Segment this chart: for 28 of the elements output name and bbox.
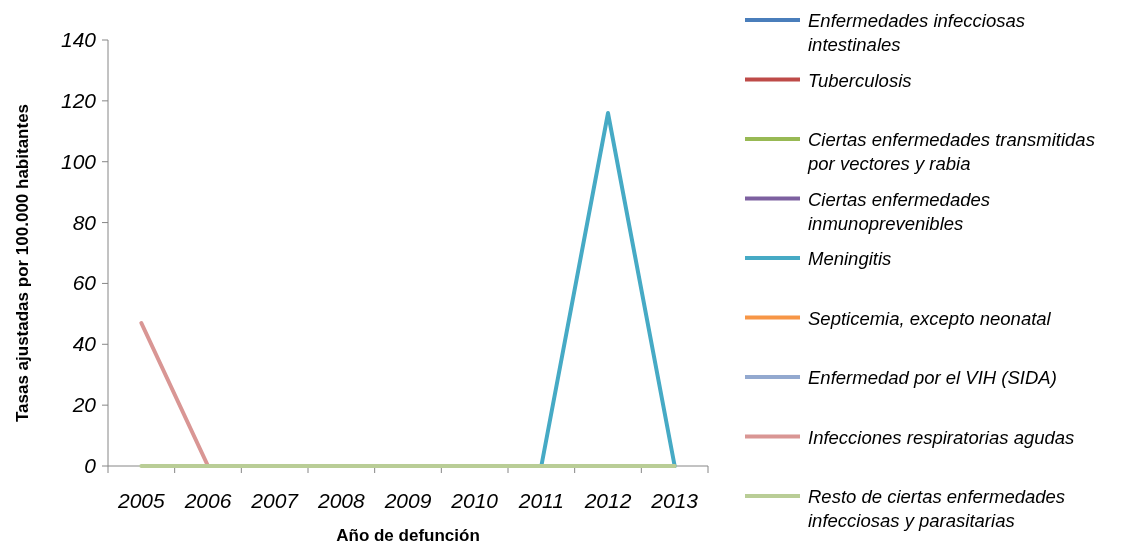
x-tick-label: 2009 — [383, 489, 432, 512]
x-tick-label: 2005 — [116, 489, 166, 512]
y-tick-label: 100 — [60, 149, 97, 173]
legend-label: Meningitis — [808, 248, 892, 269]
x-tick-label: 2007 — [250, 489, 300, 512]
y-tick-label: 20 — [71, 393, 97, 417]
x-tick-label: 2012 — [583, 489, 632, 512]
x-tick-label: 2013 — [650, 489, 699, 512]
legend-label: Resto de ciertas enfermedades infecciosas y parasitarias — [808, 486, 1066, 531]
legend-label: Infecciones respiratorias agudas — [808, 426, 1075, 448]
legend-label: Ciertas enfermedades inmunoprevenibles — [808, 188, 991, 234]
x-tick-label: 2008 — [316, 489, 366, 512]
x-tick-label: 2010 — [450, 489, 499, 512]
y-tick-label: 0 — [84, 454, 97, 477]
legend-label: Ciertas enfermedades transmitidas por vectores y rabia — [807, 129, 1095, 174]
y-tick-label: 60 — [72, 271, 97, 295]
legend-label: Enfermedades infecciosas intestinales — [808, 10, 1025, 55]
x-tick-label: 2006 — [183, 489, 232, 512]
x-tick-label: 2011 — [517, 489, 564, 512]
legend-label: Septicemia, excepto neonatal — [808, 307, 1052, 329]
y-tick-label: 120 — [60, 88, 97, 112]
legend-label: Tuberculosis — [808, 69, 912, 91]
legend-label: Enfermedad por el VIH (SIDA) — [808, 367, 1057, 388]
y-tick-label: 40 — [72, 332, 97, 356]
y-axis-title: Tasas ajustadas por 100.000 habitantes — [13, 103, 32, 423]
x-axis-title: Año de defunción — [336, 526, 480, 545]
y-tick-label: 80 — [72, 210, 97, 234]
y-tick-label: 140 — [60, 28, 97, 51]
